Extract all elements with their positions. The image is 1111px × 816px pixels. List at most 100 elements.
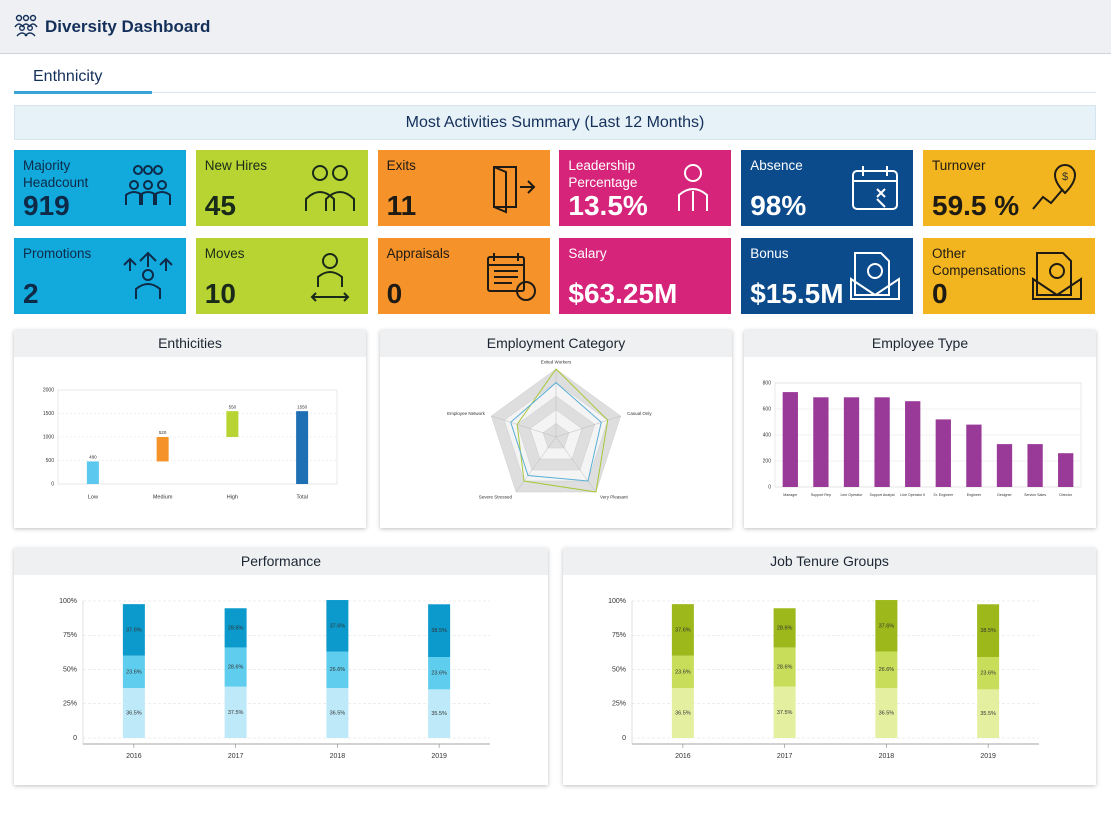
y-tick-label: 25% [612, 701, 626, 708]
kpi-tile: Moves 10 [195, 238, 368, 314]
kpi-label: Leadership Percentage [568, 158, 638, 190]
kpi-tile: Other Compensations 0 [923, 238, 1095, 314]
x-tick-label: Engineer [967, 493, 982, 497]
icon-part: $ [1062, 171, 1068, 183]
y-tick-label: 600 [763, 406, 772, 412]
axis-label: Very Pleasant [600, 495, 629, 500]
radar-series [516, 368, 609, 493]
kpi-label: Promotions [23, 246, 92, 261]
chart: 0 200 400 600 800 Manager Support Rep Line Oper… [763, 380, 1082, 497]
y-tick-label: 75% [63, 632, 77, 639]
radar-axis [491, 415, 557, 438]
data-label: 37.6% [675, 627, 691, 633]
icon-part [153, 165, 163, 175]
x-tick-label: High [227, 494, 238, 500]
chart-title: Employment Category [380, 330, 732, 357]
icon-part [129, 180, 139, 190]
x-tick-label: 2016 [126, 753, 142, 760]
x-tick-label: Low [88, 494, 98, 500]
icon-part [143, 180, 153, 190]
data-label: 35.5% [980, 711, 996, 717]
kpi-value: 0 [386, 278, 403, 309]
x-tick-label: Total [296, 494, 308, 500]
x-tick-label: Manager [783, 493, 798, 497]
bar [226, 411, 239, 437]
tab[interactable]: Enthnicity [33, 68, 103, 85]
data-label: 550 [229, 404, 237, 409]
chart-card: Enthicities 0 500 1000 1500 2000 480 Low 520 Medi… [14, 330, 366, 528]
x-tick-label: 2019 [431, 753, 447, 760]
y-tick-label: 400 [763, 432, 772, 438]
data-label: 28.6% [777, 625, 793, 631]
data-label: 35.5% [431, 711, 447, 717]
kpi-value: $15.5M [750, 278, 844, 309]
header: Diversity Dashboard [0, 0, 1111, 54]
bar [813, 397, 829, 487]
kpi-label: Turnover [932, 158, 986, 173]
kpi-label: Absence [750, 158, 803, 173]
kpi-value: $63.25M [568, 278, 678, 309]
bar [843, 397, 860, 487]
x-tick-label: 2018 [330, 753, 346, 760]
y-tick-label: 1000 [43, 434, 54, 440]
y-tick-label: 75% [612, 632, 626, 639]
kpi-value: 10 [204, 278, 236, 309]
data-label: 480 [89, 455, 97, 460]
bar-segment [773, 686, 796, 738]
kpi-icon [304, 165, 355, 211]
data-label: 37.6% [126, 627, 142, 633]
x-tick-label: Support Analyst [870, 493, 895, 497]
kpi-icon [492, 166, 536, 214]
icon-part [515, 281, 536, 301]
data-label: 37.5% [777, 710, 793, 716]
kpi-tile: Exits 11 [377, 150, 550, 226]
icon-part [852, 170, 899, 210]
x-tick-label: Medium [153, 494, 173, 500]
chart-title: Job Tenure Groups [563, 548, 1096, 575]
kpi-value: 2 [23, 278, 39, 309]
logo-icon [14, 14, 38, 37]
kpi-tile: Bonus $15.5M [741, 238, 914, 314]
bar-segment [224, 608, 247, 648]
kpi-value: 0 [932, 278, 948, 309]
chart-card: Job Tenure Groups 0 25% 50% 75% 100% 36.5% 23.6… [563, 548, 1096, 785]
bar-segment [671, 687, 694, 738]
icon-part [1049, 263, 1065, 279]
bar-segment [326, 687, 349, 738]
y-tick-label: 0 [51, 481, 54, 487]
x-tick-label: 2019 [980, 753, 996, 760]
icon-part [133, 165, 143, 175]
icon-part [486, 256, 525, 292]
kpi-value: 919 [23, 190, 70, 221]
y-tick-label: 0 [768, 484, 771, 490]
bar-segment [875, 600, 898, 652]
data-label: 38.5% [431, 628, 447, 634]
icon-part [321, 253, 338, 269]
icon-part [135, 283, 161, 299]
icon-part [1032, 277, 1082, 300]
y-tick-label: 100% [608, 598, 626, 605]
kpi-icon: $ [1032, 164, 1077, 210]
icon-part [125, 191, 171, 205]
y-tick-label: 0 [622, 735, 626, 742]
bar [782, 392, 798, 487]
icon-part [143, 165, 153, 175]
x-tick-label: Service Sales [1024, 493, 1046, 497]
chart-title: Employee Type [744, 330, 1096, 357]
data-label: 37.6% [879, 623, 895, 629]
data-label: 28.6% [228, 664, 244, 670]
bar [1058, 453, 1074, 487]
data-label: 37.5% [228, 710, 244, 716]
icon-part [157, 180, 167, 190]
radar-series [510, 381, 602, 482]
bar-segment [671, 604, 694, 656]
x-tick-label: Director [1059, 493, 1072, 497]
bar-segment [977, 604, 1000, 658]
bar [86, 461, 99, 484]
y-tick-label: 50% [63, 666, 77, 673]
icon-part [487, 253, 524, 284]
bar-segment [428, 657, 451, 690]
data-label: 38.5% [980, 628, 996, 634]
data-label: 36.5% [126, 710, 142, 716]
